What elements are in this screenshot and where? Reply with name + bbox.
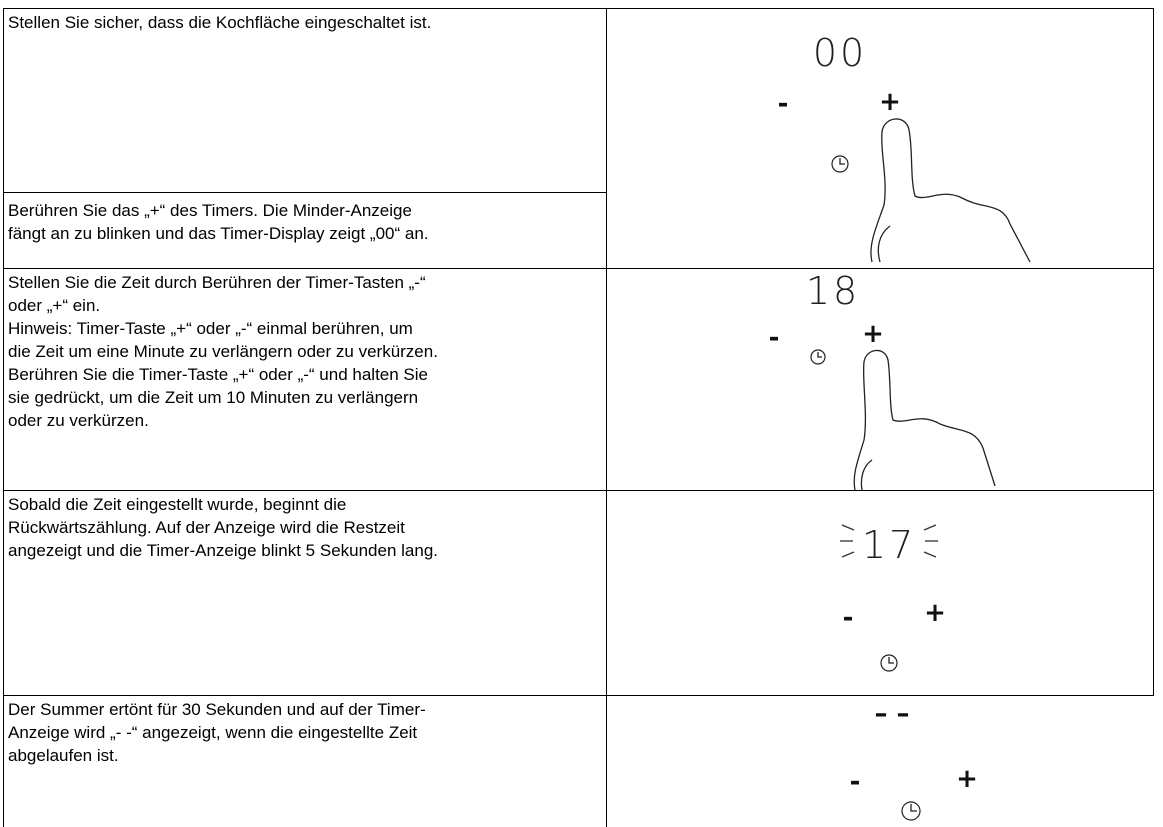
text-line: oder „+“ ein. xyxy=(8,296,101,315)
text-line: die Zeit um eine Minute zu verlängern od… xyxy=(8,342,438,361)
hand xyxy=(870,118,1031,263)
timer-display: – – xyxy=(874,699,909,729)
timer-display: 00 xyxy=(813,31,867,75)
text-line: Sobald die Zeit eingestellt wurde, begin… xyxy=(8,495,347,514)
clock-icon xyxy=(880,654,898,672)
clock-icon xyxy=(831,155,849,173)
text-line: Anzeige wird „- -“ angezeigt, wenn die e… xyxy=(8,723,418,742)
clock-icon xyxy=(901,801,921,821)
cell-paragraph: Berühren Sie das „+“ des Timers. Die Min… xyxy=(8,199,604,245)
text-line: sie gedrückt, um die Zeit um 10 Minuten … xyxy=(8,388,419,407)
text-line: Rückwärtszählung. Auf der Anzeige wird d… xyxy=(8,518,405,537)
plus-key: + xyxy=(924,598,946,628)
table-border xyxy=(3,695,1154,696)
text-line: fängt an zu blinken und das Timer-Displa… xyxy=(8,224,429,243)
cell-paragraph: Stellen Sie sicher, dass die Kochfläche … xyxy=(8,11,604,34)
timer-display: 17 xyxy=(862,523,916,567)
blink-rays xyxy=(840,524,938,558)
plus-key: + xyxy=(879,87,901,117)
table-border xyxy=(606,8,607,827)
table-border xyxy=(3,192,606,193)
table-border xyxy=(1153,8,1154,695)
text-line: Hinweis: Timer-Taste „+“ oder „-“ einmal… xyxy=(8,319,413,338)
text-line: oder zu verkürzen. xyxy=(8,411,149,430)
plus-key: + xyxy=(862,319,884,349)
text-line: Berühren Sie die Timer-Taste „+“ oder „-… xyxy=(8,365,429,384)
table-border xyxy=(3,490,1154,491)
table-border xyxy=(3,8,4,827)
hand xyxy=(853,349,996,491)
cell-paragraph: Sobald die Zeit eingestellt wurde, begin… xyxy=(8,493,604,562)
cell-paragraph: Der Summer ertönt für 30 Sekunden und au… xyxy=(8,698,604,767)
minus-key: - xyxy=(850,767,861,797)
text-line: angezeigt und die Timer-Anzeige blinkt 5… xyxy=(8,541,439,560)
text-line: Stellen Sie sicher, dass die Kochfläche … xyxy=(8,13,432,32)
minus-key: - xyxy=(769,323,780,353)
cell-paragraph: Stellen Sie die Zeit durch Berühren der … xyxy=(8,271,604,432)
text-line: abgelaufen ist. xyxy=(8,746,119,765)
text-line: Berühren Sie das „+“ des Timers. Die Min… xyxy=(8,201,412,220)
table-border xyxy=(3,8,1154,9)
minus-key: - xyxy=(843,603,854,633)
table-border xyxy=(3,268,1154,269)
plus-key: + xyxy=(956,764,978,794)
text-line: Stellen Sie die Zeit durch Berühren der … xyxy=(8,273,426,292)
minus-key: - xyxy=(778,89,789,119)
clock-icon xyxy=(810,349,826,365)
timer-display: 18 xyxy=(806,269,860,313)
text-line: Der Summer ertönt für 30 Sekunden und au… xyxy=(8,700,426,719)
